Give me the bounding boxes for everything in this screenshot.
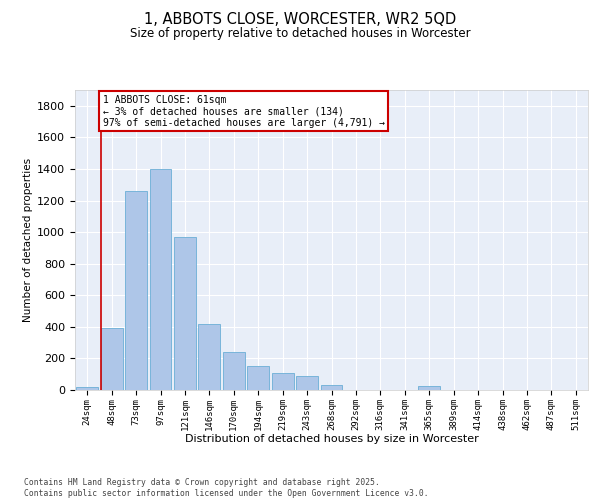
- Bar: [149, 169, 172, 390]
- X-axis label: Distribution of detached houses by size in Worcester: Distribution of detached houses by size …: [185, 434, 478, 444]
- Bar: [320, 386, 343, 390]
- Bar: [272, 374, 293, 390]
- Bar: [418, 386, 440, 390]
- Bar: [199, 324, 220, 390]
- Bar: [223, 352, 245, 390]
- Text: Contains HM Land Registry data © Crown copyright and database right 2025.
Contai: Contains HM Land Registry data © Crown c…: [24, 478, 428, 498]
- Bar: [296, 376, 318, 390]
- Text: 1, ABBOTS CLOSE, WORCESTER, WR2 5QD: 1, ABBOTS CLOSE, WORCESTER, WR2 5QD: [144, 12, 456, 28]
- Text: 1 ABBOTS CLOSE: 61sqm
← 3% of detached houses are smaller (134)
97% of semi-deta: 1 ABBOTS CLOSE: 61sqm ← 3% of detached h…: [103, 94, 385, 128]
- Bar: [174, 237, 196, 390]
- Y-axis label: Number of detached properties: Number of detached properties: [23, 158, 33, 322]
- Bar: [101, 328, 122, 390]
- Text: Size of property relative to detached houses in Worcester: Size of property relative to detached ho…: [130, 28, 470, 40]
- Bar: [247, 366, 269, 390]
- Bar: [125, 191, 147, 390]
- Bar: [76, 387, 98, 390]
